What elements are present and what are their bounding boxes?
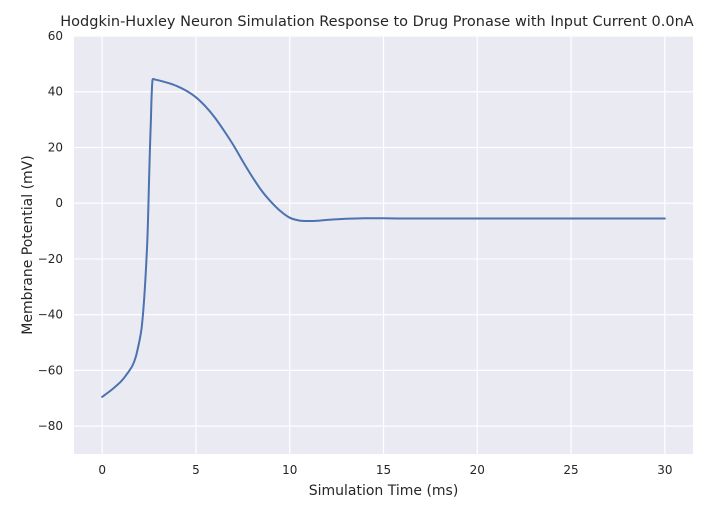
y-tick-label: −80 bbox=[38, 419, 63, 433]
membrane-potential-line bbox=[101, 77, 666, 398]
x-tick-label: 20 bbox=[470, 463, 485, 477]
y-tick-label: 60 bbox=[48, 29, 63, 43]
y-tick-label: 20 bbox=[48, 140, 63, 154]
y-tick-label: 40 bbox=[48, 85, 63, 99]
x-axis-label: Simulation Time (ms) bbox=[309, 483, 459, 499]
x-tick-label: 5 bbox=[192, 463, 200, 477]
y-tick-label: 0 bbox=[55, 196, 63, 210]
x-tick-label: 15 bbox=[376, 463, 391, 477]
y-tick-label: −60 bbox=[38, 363, 63, 377]
x-tick-label: 25 bbox=[563, 463, 578, 477]
x-tick-labels: 0 5 10 15 20 25 30 bbox=[98, 463, 672, 477]
chart-title: Hodgkin-Huxley Neuron Simulation Respons… bbox=[60, 14, 694, 30]
y-tick-label: −40 bbox=[38, 308, 63, 322]
y-tick-label: −20 bbox=[38, 252, 63, 266]
y-tick-labels: −80 −60 −40 −20 0 20 40 60 bbox=[38, 29, 63, 433]
grid bbox=[74, 35, 693, 454]
series-group bbox=[101, 77, 666, 398]
x-tick-label: 0 bbox=[98, 463, 106, 477]
x-tick-label: 10 bbox=[282, 463, 297, 477]
x-tick-label: 30 bbox=[657, 463, 672, 477]
y-axis-label: Membrane Potential (mV) bbox=[20, 155, 36, 334]
